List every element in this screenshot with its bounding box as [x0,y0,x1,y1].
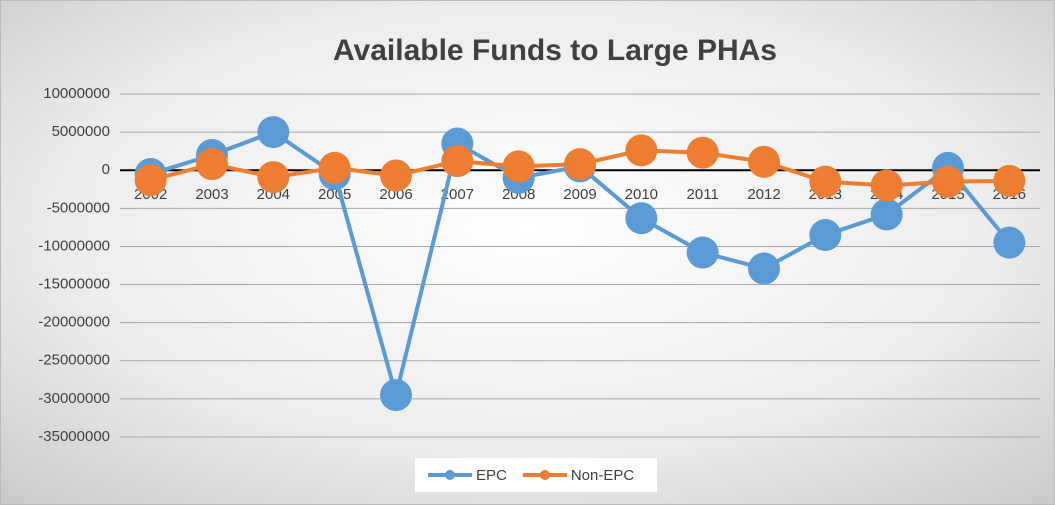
point [318,151,351,184]
y-tick-label: -10000000 [38,237,110,254]
point [134,164,167,197]
point [564,148,596,181]
point [748,145,780,178]
point [748,252,780,285]
point [993,226,1026,259]
x-tick-label: 2007 [441,186,474,203]
point [809,219,842,252]
point [625,134,658,167]
x-tick-label: 2003 [195,186,228,203]
y-tick-label: 10000000 [43,85,110,102]
point [380,159,412,192]
legend-label: Non-EPC [571,467,635,484]
point [993,164,1026,197]
x-tick-label: 2006 [379,186,412,203]
y-tick-label: -30000000 [38,390,110,407]
y-tick-label: 5000000 [52,123,110,140]
y-tick-label: -25000000 [38,352,110,369]
legend-marker [539,470,550,480]
y-tick-label: -5000000 [47,199,110,216]
legend-marker [445,470,455,480]
point [502,150,535,183]
point [870,198,903,231]
x-tick-label: 2011 [687,186,719,203]
point [257,116,290,149]
legend-label: EPC [476,467,507,484]
point [686,136,719,169]
point [441,145,474,178]
y-tick-label: 0 [102,161,110,178]
y-tick-label: -15000000 [38,276,110,293]
y-tick-label: -20000000 [38,314,110,331]
x-tick-label: 2009 [563,186,596,203]
point [870,169,903,202]
y-tick-label: -35000000 [38,428,110,445]
point [932,165,964,198]
point [686,236,719,269]
chart-title: Available Funds to Large PHAs [333,34,777,67]
point [809,165,842,198]
point [380,379,412,412]
x-tick-label: 2012 [747,186,780,203]
x-tick-label: 2010 [625,186,658,203]
point [625,202,658,235]
point [257,161,290,194]
point [196,148,228,181]
